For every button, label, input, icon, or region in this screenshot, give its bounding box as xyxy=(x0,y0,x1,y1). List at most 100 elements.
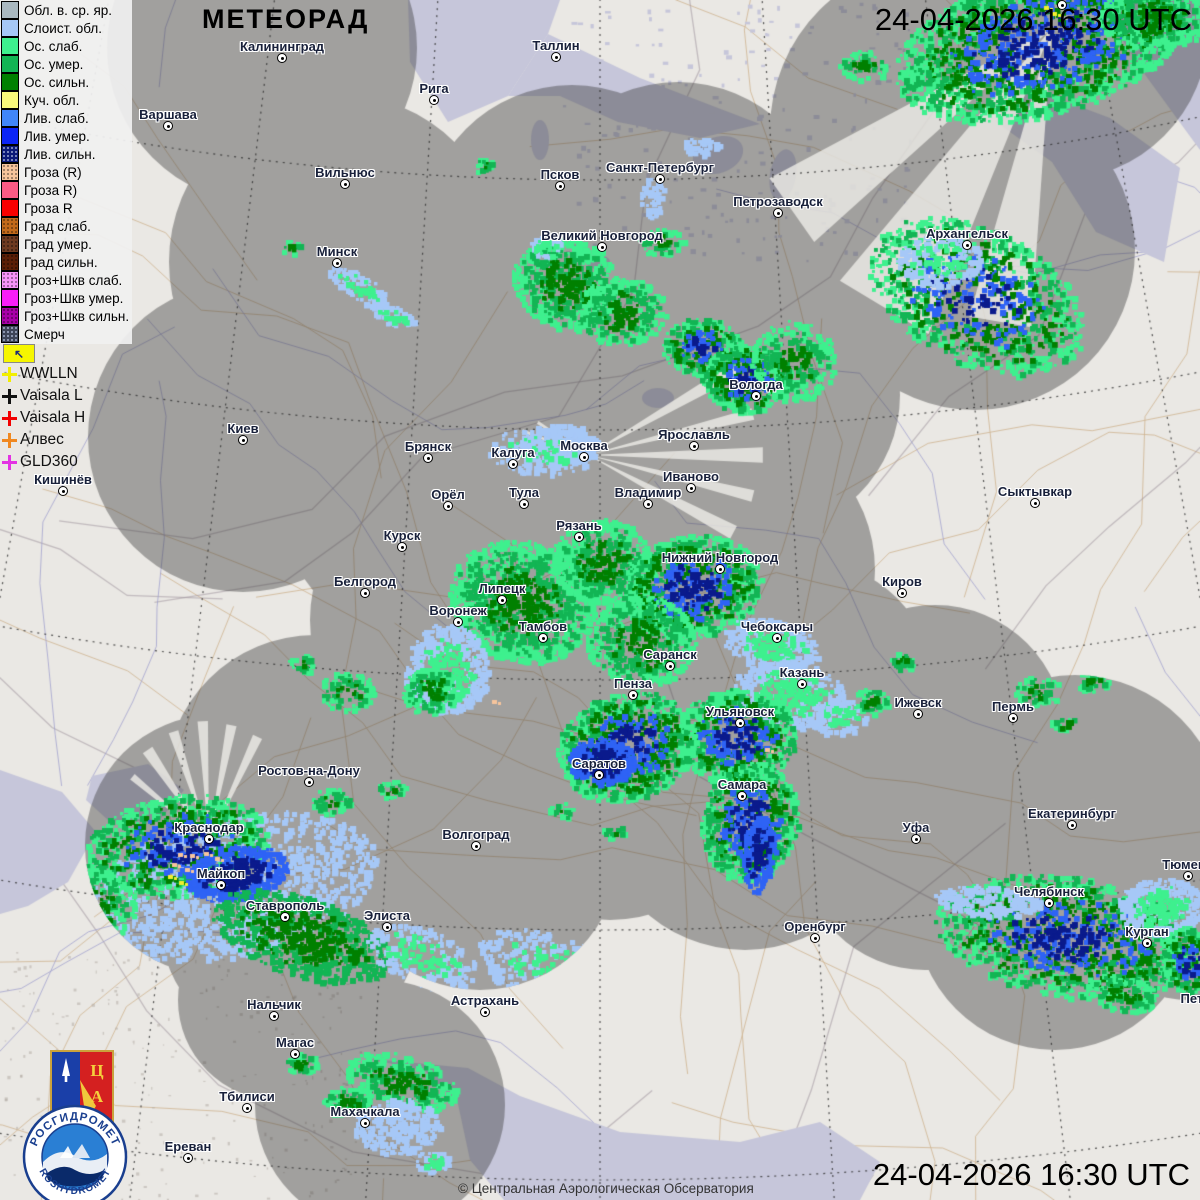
city-marker xyxy=(360,588,370,598)
city-marker xyxy=(216,880,226,890)
legend-label: Гроза R xyxy=(24,200,73,216)
color-swatch xyxy=(1,325,19,343)
city-marker xyxy=(471,841,481,851)
city-marker xyxy=(1057,0,1067,10)
city-marker xyxy=(238,435,248,445)
lightning-cross-icon xyxy=(2,410,17,426)
city-label: Саранск xyxy=(643,647,697,662)
city-label: Ростов-на-Дону xyxy=(258,763,360,778)
city-label: Астрахань xyxy=(450,993,520,1008)
city-marker xyxy=(628,690,638,700)
city-marker xyxy=(1030,498,1040,508)
city-label: Минск xyxy=(316,244,358,259)
city-label: Иваново xyxy=(663,469,719,484)
city-label: Белгород xyxy=(334,574,396,589)
city-marker xyxy=(1008,713,1018,723)
city-marker xyxy=(751,391,761,401)
legend-item: Гроз+Шкв слаб. xyxy=(1,271,129,289)
lightning-source-item: GLD360 xyxy=(2,451,85,473)
legend-panel: Обл. в. ср. яр. Слоист. обл. Ос. слаб. Ос. … xyxy=(0,0,133,344)
city-marker xyxy=(204,834,214,844)
city-marker xyxy=(665,661,675,671)
color-swatch xyxy=(1,271,19,289)
city-label: Ульяновск xyxy=(705,704,775,719)
city-marker xyxy=(242,1103,252,1113)
city-label: Киров xyxy=(882,574,922,589)
legend-item: Гроз+Шкв сильн. xyxy=(1,307,129,325)
city-label: Элиста xyxy=(363,908,411,923)
legend-label: Лив. сильн. xyxy=(24,146,96,162)
city-marker xyxy=(579,452,589,462)
city-label: Ставрополь xyxy=(245,898,325,913)
tornado-icon: ↖ xyxy=(13,346,25,361)
city-label: Архангельск xyxy=(925,226,1009,241)
legend-label: Ос. слаб. xyxy=(24,38,83,54)
lightning-source-item: WWLLN xyxy=(2,363,85,385)
city-label: Кишинёв xyxy=(34,472,92,487)
color-swatch xyxy=(1,163,19,181)
city-marker xyxy=(332,258,342,268)
copyright: © Центральная Аэрологическая Обсерватори… xyxy=(458,1181,754,1196)
city-label: Нальчик xyxy=(247,997,301,1012)
legend-label: Обл. в. ср. яр. xyxy=(24,2,113,18)
legend-label: Слоист. обл. xyxy=(24,20,103,36)
city-label: Курган xyxy=(1125,924,1169,939)
city-label: Краснодар xyxy=(174,820,244,835)
city-marker xyxy=(183,1153,193,1163)
city-label: Пермь xyxy=(992,699,1034,714)
city-label: Липецк xyxy=(478,581,526,596)
city-marker xyxy=(555,181,565,191)
lightning-cross-icon xyxy=(2,366,17,382)
lightning-source-label: Vaisala L xyxy=(20,387,83,404)
city-marker xyxy=(429,95,439,105)
city-marker xyxy=(443,501,453,511)
city-marker xyxy=(797,679,807,689)
color-swatch xyxy=(1,145,19,163)
city-marker xyxy=(304,777,314,787)
lightning-legend: WWLLN Vaisala L Vaisala H Алвес GLD360 xyxy=(2,363,85,473)
legend-item: Смерч xyxy=(1,325,129,343)
city-label: Петропавловск xyxy=(1180,991,1200,1006)
legend-label: Гроза R) xyxy=(24,182,78,198)
city-marker xyxy=(480,1007,490,1017)
city-marker xyxy=(163,121,173,131)
city-marker xyxy=(1044,898,1054,908)
page-title: МЕТЕОРАД xyxy=(202,4,370,34)
lightning-cross-icon xyxy=(2,454,17,470)
city-marker xyxy=(715,564,725,574)
city-label: Самара xyxy=(717,777,767,792)
city-label: Ярославль xyxy=(658,427,730,442)
roshydromet-logo: РОСГИДРОМЕТ ROSHYDROMET xyxy=(22,1104,128,1200)
city-marker xyxy=(594,770,604,780)
city-label: Вологда xyxy=(729,377,783,392)
city-marker xyxy=(735,718,745,728)
legend-label: Лив. слаб. xyxy=(24,110,89,126)
city-marker xyxy=(360,1118,370,1128)
datetime-bottom: 24-04-2026 16:30 UTC xyxy=(872,1157,1190,1192)
legend-item: Ос. умер. xyxy=(1,55,129,73)
color-swatch xyxy=(1,55,19,73)
city-label: Пенза xyxy=(614,676,652,691)
cao-letter: Ц xyxy=(90,1061,103,1080)
city-label: Тбилиси xyxy=(219,1089,275,1104)
color-swatch xyxy=(1,253,19,271)
color-swatch xyxy=(1,127,19,145)
legend-label: Смерч xyxy=(24,326,65,342)
city-marker xyxy=(686,483,696,493)
city-label: Калуга xyxy=(491,445,535,460)
legend-item: Куч. обл. xyxy=(1,91,129,109)
legend-label: Гроз+Шкв сильн. xyxy=(24,308,130,324)
city-label: Воронеж xyxy=(429,603,487,618)
city-label: Нижний Новгород xyxy=(661,550,779,565)
legend-item: Лив. сильн. xyxy=(1,145,129,163)
color-swatch xyxy=(1,289,19,307)
legend-label: Ос. сильн. xyxy=(24,74,90,90)
city-marker xyxy=(773,208,783,218)
city-label: Таллин xyxy=(532,38,580,53)
color-swatch xyxy=(1,307,19,325)
color-swatch xyxy=(1,109,19,127)
city-label: Варшава xyxy=(139,107,197,122)
city-label: Псков xyxy=(540,167,580,182)
legend-label: Град умер. xyxy=(24,236,92,252)
